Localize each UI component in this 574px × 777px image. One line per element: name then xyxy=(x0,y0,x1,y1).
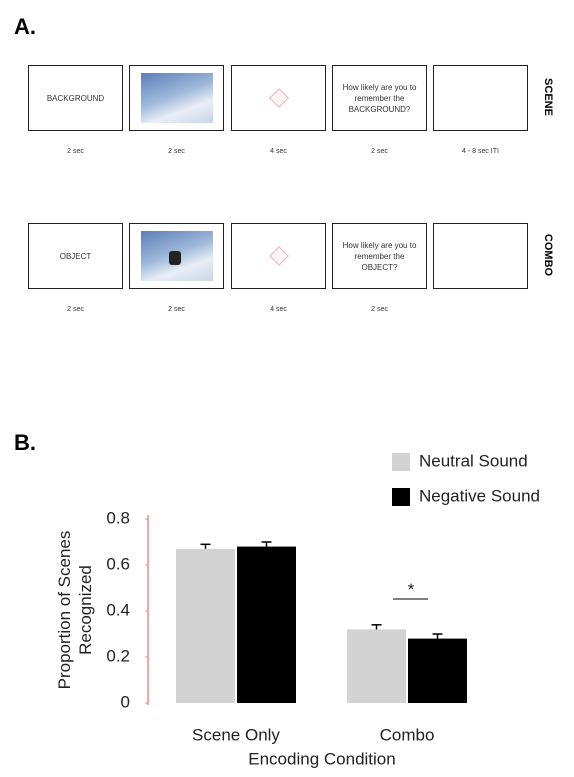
scene-image xyxy=(140,73,213,123)
frame xyxy=(231,65,326,131)
error-bar xyxy=(371,624,382,630)
duration: 2 sec xyxy=(168,306,185,313)
duration: 2 sec xyxy=(67,148,84,155)
row-label: SCENE xyxy=(542,78,554,116)
frame xyxy=(231,223,326,289)
error-bar xyxy=(432,633,443,639)
x-tick-label: Combo xyxy=(380,725,435,744)
duration: 2 sec xyxy=(168,148,185,155)
bar xyxy=(347,629,406,703)
scene-image xyxy=(140,231,213,281)
bar xyxy=(408,638,467,703)
duration: 4 sec xyxy=(270,148,287,155)
y-axis-title: Recognized xyxy=(76,565,95,655)
fixation-icon xyxy=(268,246,289,266)
fixation-icon xyxy=(268,88,289,108)
bar xyxy=(237,546,296,703)
duration: 4 sec xyxy=(270,306,287,313)
frame xyxy=(433,223,528,289)
error-bar xyxy=(261,541,272,547)
duration: 2 sec xyxy=(371,306,388,313)
y-tick-label: 0.8 xyxy=(106,508,130,527)
row-label: COMBO xyxy=(542,233,554,277)
panel-label: A. xyxy=(14,14,36,39)
annotation: * xyxy=(408,580,415,599)
frame: How likely are you to remember the BACKG… xyxy=(332,65,427,131)
panel-label: B. xyxy=(14,430,36,455)
legend-swatch xyxy=(392,453,410,471)
x-axis-title: Encoding Condition xyxy=(248,749,395,768)
legend-swatch xyxy=(392,488,410,506)
chart: 0 0.2 0.4 0.6 0.8 Scene Only Combo Encoding Con… xyxy=(55,451,540,768)
legend-label: Negative Sound xyxy=(419,486,540,505)
y-tick-label: 0 xyxy=(121,692,130,711)
frame: OBJECT xyxy=(28,223,123,289)
frame xyxy=(129,223,224,289)
frame: BACKGROUND xyxy=(28,65,123,131)
duration: 4 - 8 sec ITI xyxy=(462,148,499,155)
x-tick-label: Scene Only xyxy=(192,725,280,744)
frame xyxy=(433,65,528,131)
bar xyxy=(176,548,235,703)
duration: 2 sec xyxy=(371,148,388,155)
error-bar xyxy=(200,543,211,549)
object-image xyxy=(168,251,181,265)
y-tick-label: 0.2 xyxy=(106,646,130,665)
legend-label: Neutral Sound xyxy=(419,451,528,470)
frame: How likely are you to remember the OBJEC… xyxy=(332,223,427,289)
y-tick-label: 0.6 xyxy=(106,554,130,573)
frame xyxy=(129,65,224,131)
y-axis-title: Proportion of Scenes xyxy=(55,531,74,690)
duration: 2 sec xyxy=(67,306,84,313)
y-tick-label: 0.4 xyxy=(106,600,130,619)
